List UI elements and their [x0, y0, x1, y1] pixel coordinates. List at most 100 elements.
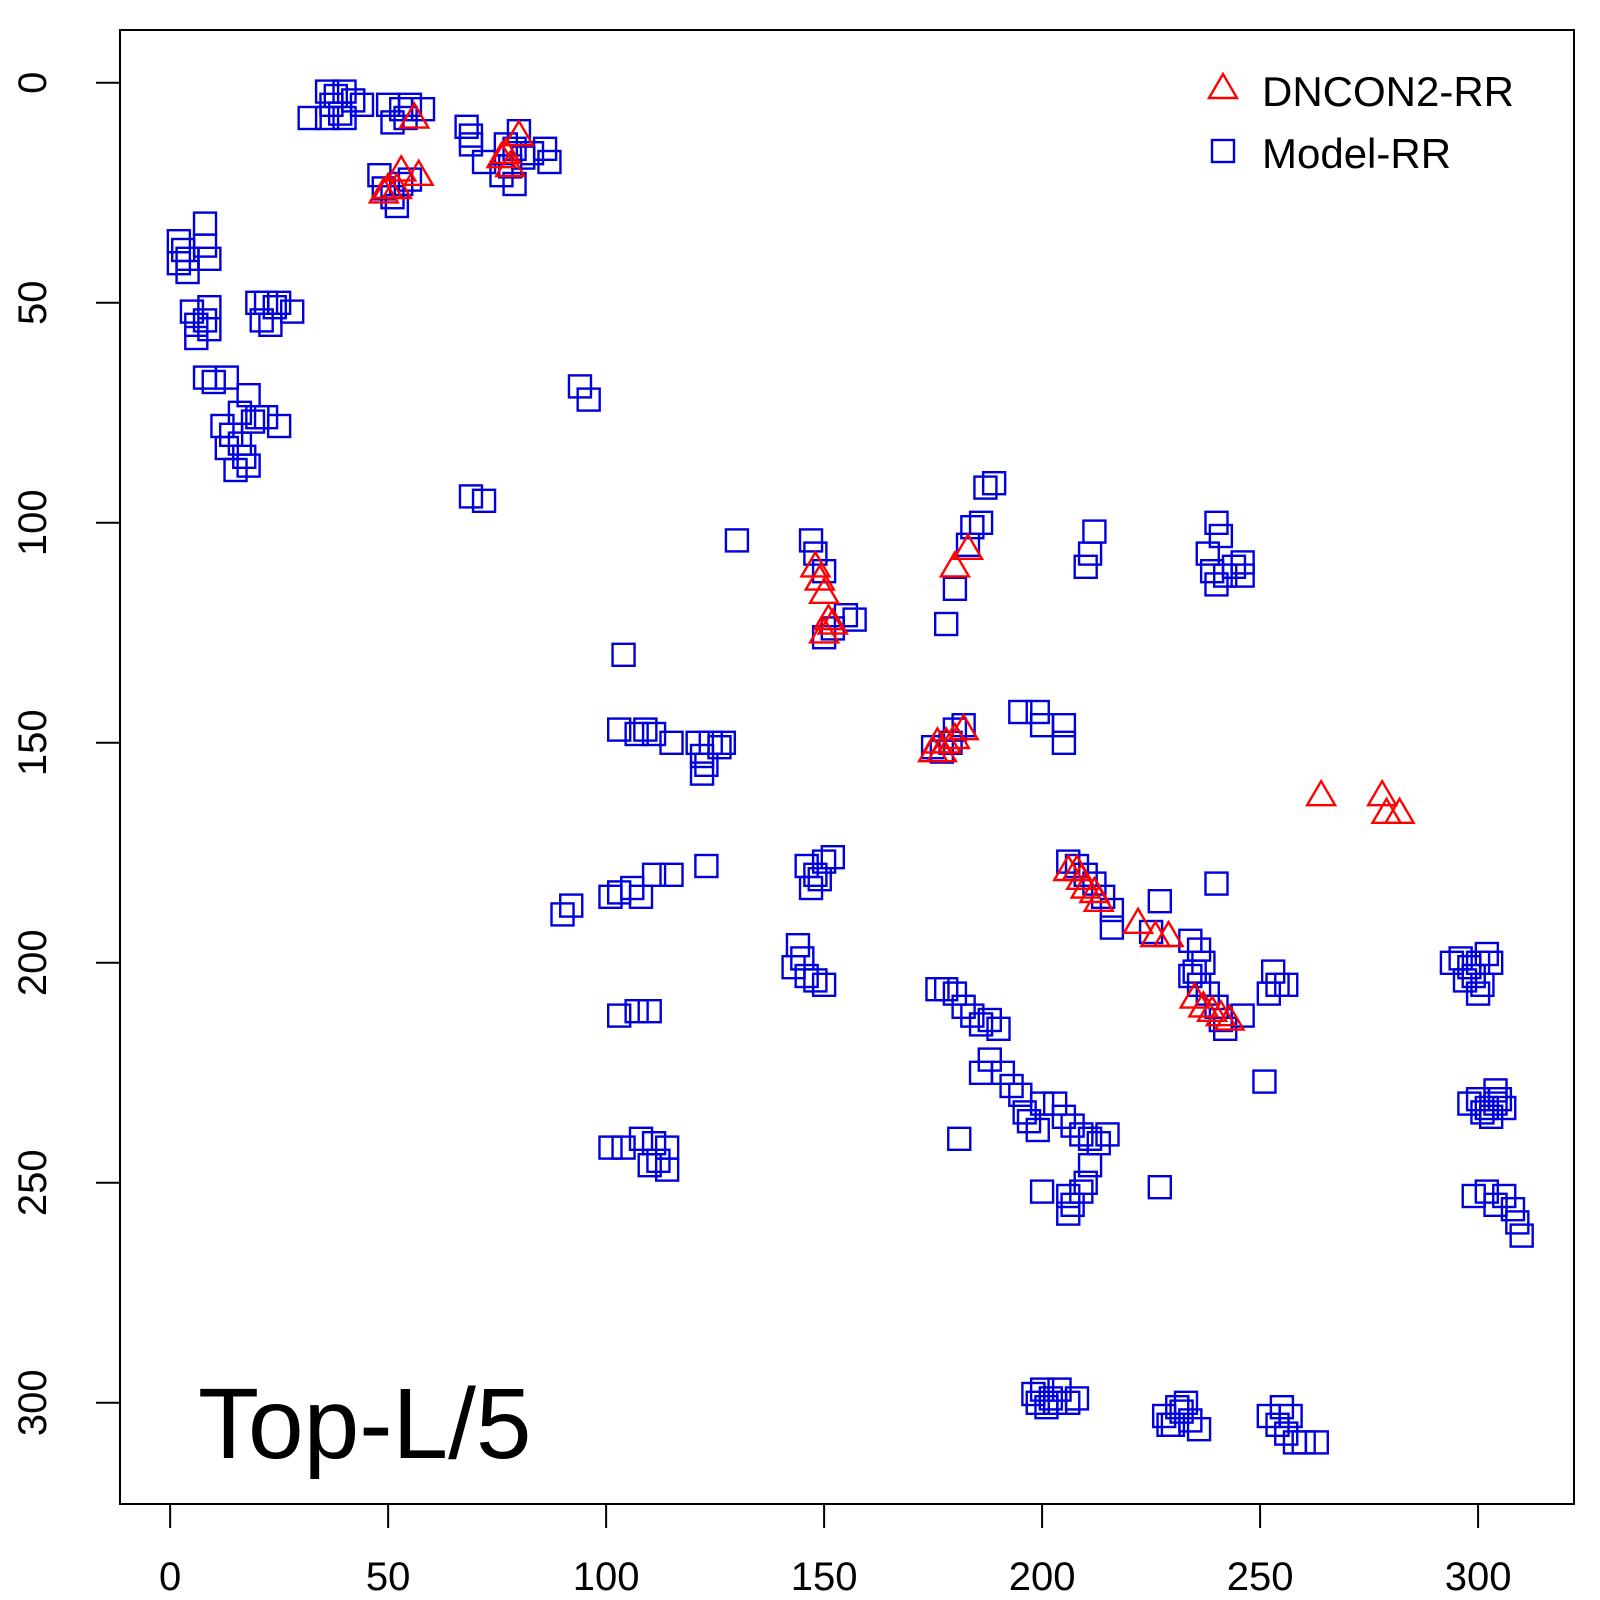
- model-rr-point: [1073, 1170, 1098, 1196]
- model-rr-point: [1151, 1403, 1177, 1429]
- model-rr-point: [1056, 1183, 1081, 1209]
- dncon2-rr-point: [1152, 919, 1185, 948]
- y-tick-label: 300: [11, 1369, 55, 1436]
- legend-marker-dncon2-rr: [1206, 71, 1240, 100]
- model-rr-point: [598, 884, 623, 909]
- dncon2-rr-point: [380, 171, 413, 200]
- model-rr-point: [1008, 699, 1033, 725]
- model-rr-point: [1099, 915, 1125, 940]
- dncon2-rr-point: [951, 532, 985, 560]
- model-rr-point: [1474, 941, 1500, 967]
- model-rr-point: [820, 845, 846, 870]
- model-rr-point: [1178, 928, 1203, 953]
- model-rr-point: [192, 211, 218, 236]
- model-rr-point: [646, 1148, 671, 1174]
- model-rr-point: [240, 409, 266, 434]
- model-rr-point: [1069, 1179, 1094, 1204]
- model-rr-point: [266, 413, 292, 439]
- model-rr-point: [179, 299, 205, 324]
- model-rr-point: [1483, 1192, 1508, 1218]
- model-rr-point: [1452, 968, 1478, 993]
- model-rr-point: [1474, 1179, 1500, 1204]
- model-rr-point: [1064, 1386, 1090, 1411]
- model-rr-point: [184, 325, 209, 351]
- model-rr-point: [1056, 1390, 1081, 1416]
- dncon2-rr-point: [489, 136, 522, 164]
- model-rr-point: [637, 999, 662, 1024]
- model-rr-point: [624, 721, 649, 747]
- model-rr-point: [811, 849, 837, 874]
- y-tick-label: 250: [11, 1149, 55, 1216]
- x-tick-label: 200: [1009, 1555, 1076, 1599]
- model-rr-point: [611, 1135, 636, 1160]
- model-rr-point: [1016, 1108, 1042, 1134]
- model-rr-point: [1147, 889, 1173, 914]
- model-rr-point: [842, 607, 867, 632]
- model-rr-point: [1465, 981, 1491, 1006]
- dncon2-rr-point: [1204, 998, 1237, 1027]
- model-rr-point: [1095, 1122, 1120, 1147]
- x-tick-label: 100: [573, 1555, 640, 1599]
- model-rr-point: [1060, 1192, 1085, 1218]
- model-rr-point: [598, 1135, 623, 1160]
- model-rr-point: [803, 541, 828, 566]
- model-rr-point: [349, 92, 375, 118]
- model-rr-point: [1483, 1091, 1508, 1116]
- model-rr-point: [960, 515, 985, 540]
- model-rr-point: [1025, 1390, 1050, 1416]
- model-rr-point: [1291, 1430, 1316, 1455]
- model-rr-point: [1204, 510, 1229, 535]
- model-rr-point: [1051, 713, 1077, 738]
- model-rr-point: [986, 1016, 1011, 1041]
- model-rr-point: [1173, 1390, 1199, 1416]
- model-rr-point: [1304, 1430, 1329, 1455]
- model-rr-point: [1505, 1210, 1530, 1235]
- model-rr-point: [811, 972, 837, 997]
- model-rr-point: [567, 374, 593, 399]
- model-rr-point: [1487, 1086, 1513, 1112]
- model-rr-point: [1221, 554, 1247, 579]
- model-rr-point: [1029, 1179, 1055, 1204]
- y-tick-label: 50: [11, 281, 55, 326]
- dncon2-rr-point: [402, 158, 435, 186]
- model-rr-point: [942, 576, 968, 601]
- model-rr-point: [624, 999, 649, 1024]
- model-rr-point: [262, 295, 287, 320]
- model-rr-point: [1077, 541, 1103, 566]
- model-rr-point: [1439, 950, 1465, 975]
- model-rr-point: [659, 862, 684, 887]
- model-rr-point: [1029, 1091, 1055, 1116]
- model-rr-point: [803, 862, 828, 887]
- model-rr-point: [175, 259, 200, 285]
- model-rr-point: [1265, 1412, 1290, 1438]
- dncon2-rr-point: [1069, 871, 1102, 899]
- y-tick-label: 150: [11, 709, 55, 776]
- legend-marker-model-rr: [1210, 138, 1236, 164]
- model-rr-point: [1073, 554, 1098, 579]
- x-tick-label: 0: [159, 1555, 181, 1599]
- x-tick-label: 150: [791, 1555, 858, 1599]
- model-rr-point: [1278, 1403, 1303, 1429]
- model-rr-point: [790, 946, 815, 971]
- model-rr-point: [314, 105, 340, 131]
- model-rr-point: [968, 1060, 994, 1086]
- model-rr-point: [981, 471, 1007, 496]
- model-rr-point: [811, 559, 837, 584]
- model-rr-point: [968, 1012, 994, 1037]
- model-rr-point: [1274, 1421, 1299, 1446]
- model-rr-point: [197, 246, 222, 272]
- model-rr-point: [1156, 1412, 1181, 1438]
- model-rr-point: [698, 730, 723, 755]
- model-rr-point: [1077, 1152, 1103, 1178]
- model-rr-point: [977, 1047, 1002, 1072]
- model-rr-point: [1230, 550, 1255, 575]
- model-rr-point: [1056, 1201, 1081, 1226]
- model-rr-point: [794, 963, 819, 989]
- model-rr-point: [1082, 519, 1107, 544]
- model-rr-point: [1186, 972, 1212, 997]
- model-rr-point: [999, 1073, 1024, 1099]
- model-rr-point: [1204, 572, 1229, 597]
- dncon2-rr-point: [398, 101, 431, 129]
- model-rr-point: [1478, 1104, 1504, 1130]
